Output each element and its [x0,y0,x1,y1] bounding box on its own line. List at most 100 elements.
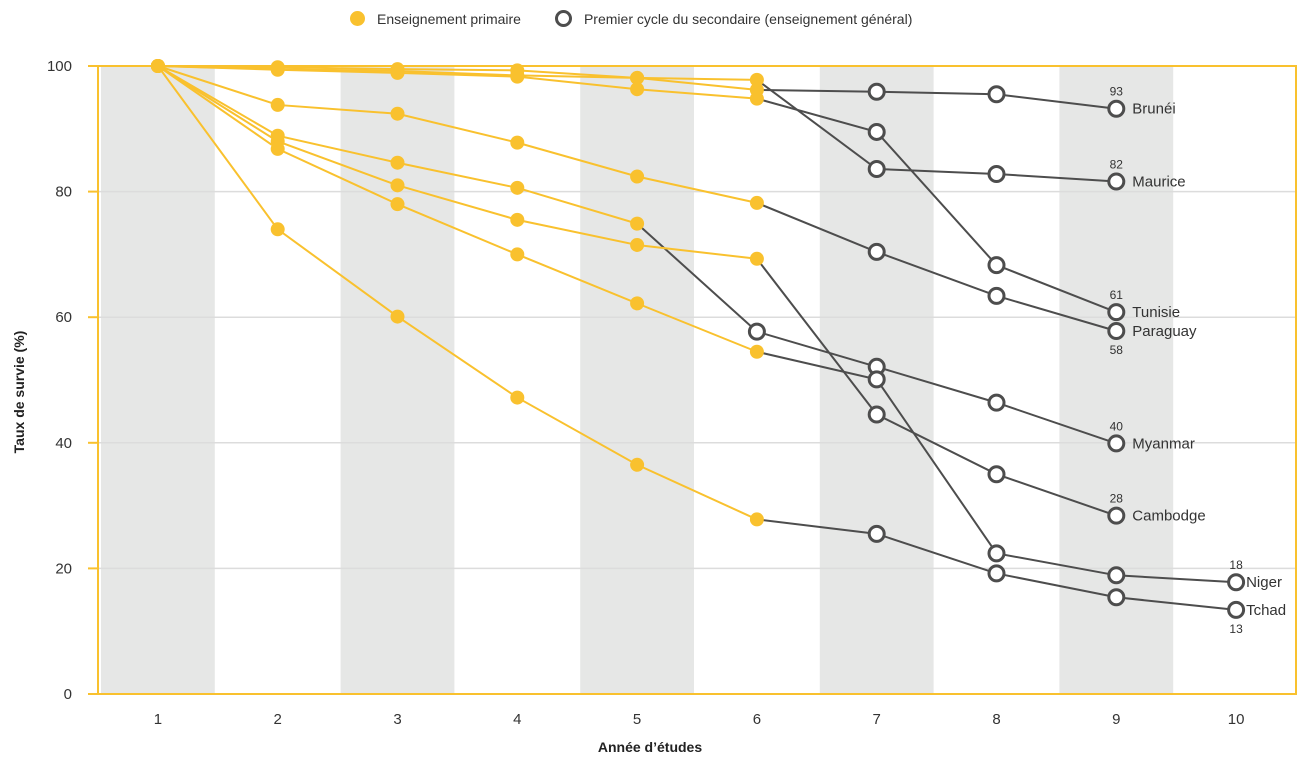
y-tick-label-80: 80 [55,184,72,201]
secondary-point-maurice-7 [867,159,886,178]
primary-point-tchad-3 [390,309,405,324]
secondary-point-niger-7 [867,370,886,389]
primary-point-maurice-6 [749,72,764,87]
primary-point-paraguay-2 [270,97,285,112]
x-tick-label-7: 7 [873,711,881,728]
x-axis-ticks: 1 2 3 4 5 6 7 8 9 10 [154,711,1245,728]
secondary-point-cambodge-7 [867,405,886,424]
end-label-name-cambodge: Cambodge [1132,508,1205,525]
primary-point-paraguay-3 [390,106,405,121]
primary-point-myanmar-5 [630,216,645,231]
secondary-line-brunei [756,88,1117,110]
x-tick-label-8: 8 [992,711,1000,728]
primary-point-tunisie-6 [749,91,764,106]
primary-line-paraguay [157,65,758,204]
y-tick-label-40: 40 [55,435,72,452]
primary-point-niger-2 [270,141,285,156]
primary-point-tunisie-2 [270,62,285,77]
secondary-point-niger-9 [1107,566,1126,585]
primary-point-paraguay-4 [510,135,525,150]
y-axis-ticks: 0 20 40 60 80 100 [47,58,98,703]
secondary-line-paraguay [756,201,1117,332]
end-label-value-maurice: 82 [1110,158,1124,172]
primary-line-cambodge [157,65,758,260]
secondary-point-tchad-8 [987,564,1006,583]
secondary-line-cambodge [756,258,1117,517]
secondary-point-tchad-9 [1107,588,1126,607]
x-tick-label-5: 5 [633,711,641,728]
end-label-name-myanmar: Myanmar [1132,435,1195,452]
secondary-point-brunei-8 [987,85,1006,104]
secondary-point-tchad-10 [1227,600,1246,619]
y-tick-label-100: 100 [47,58,72,75]
end-label-name-brunei: Brunéi [1132,101,1175,118]
end-labels: Brunéi 93 Maurice 82 Tunisie 61 Paraguay 58 Myan… [1110,85,1287,636]
primary-point-tunisie-4 [510,69,525,84]
primary-line-tchad [157,65,758,521]
end-label-value-tunisie: 61 [1110,288,1124,302]
shaded-year-bands [101,66,1174,694]
primary-point-niger-4 [510,247,525,262]
secondary-point-myanmar-9 [1107,434,1126,453]
x-tick-label-4: 4 [513,711,521,728]
end-label-value-myanmar: 40 [1110,419,1124,433]
primary-point-tchad-1 [150,59,165,73]
secondary-point-maurice-9 [1107,172,1126,191]
primary-point-tchad-6 [749,512,764,527]
plot-frame [97,65,1297,695]
secondary-point-niger-8 [987,544,1006,563]
end-label-name-tchad: Tchad [1246,602,1286,619]
secondary-point-paraguay-9 [1107,322,1126,341]
y-tick-label-0: 0 [64,686,72,703]
secondary-point-brunei-7 [867,82,886,101]
primary-point-cambodge-5 [630,237,645,252]
primary-point-niger-3 [390,197,405,212]
secondary-point-maurice-8 [987,165,1006,184]
primary-point-tunisie-3 [390,65,405,80]
legend-primary-label: Enseignement primaire [377,10,521,27]
legend-item-primary: Enseignement primaire [350,11,521,27]
secondary-point-brunei-9 [1107,99,1126,118]
primary-point-cambodge-6 [749,251,764,266]
end-label-value-niger: 18 [1229,558,1243,572]
y-tick-label-20: 20 [55,560,72,577]
x-tick-label-1: 1 [154,711,162,728]
x-tick-label-10: 10 [1228,711,1245,728]
secondary-point-paraguay-8 [987,286,1006,305]
secondary-point-myanmar-8 [987,393,1006,412]
shaded-band-year-5 [580,66,694,694]
secondary-point-tchad-7 [867,524,886,543]
secondary-point-cambodge-8 [987,465,1006,484]
primary-swatch-icon [350,11,365,26]
primary-point-niger-6 [749,344,764,359]
x-tick-label-6: 6 [753,711,761,728]
primary-point-myanmar-4 [510,180,525,195]
primary-point-niger-5 [630,296,645,311]
end-label-name-maurice: Maurice [1132,174,1185,191]
primary-point-maurice-5 [630,70,645,85]
primary-line-niger [157,65,758,353]
primary-line-maurice [157,65,757,81]
end-label-value-tchad: 13 [1229,622,1243,636]
secondary-point-tunisie-8 [987,256,1006,275]
end-label-name-niger: Niger [1246,574,1282,591]
shaded-band-year-1 [101,66,215,694]
end-label-name-paraguay: Paraguay [1132,323,1197,340]
primary-point-tchad-2 [270,222,285,237]
x-tick-label-2: 2 [274,711,282,728]
end-label-value-brunei: 93 [1110,85,1124,99]
x-tick-label-9: 9 [1112,711,1120,728]
primary-point-tunisie-5 [630,82,645,97]
primary-point-cambodge-4 [510,212,525,227]
x-tick-label-3: 3 [393,711,401,728]
series-points [150,59,1246,619]
primary-line-tunisie [157,65,757,100]
x-axis-title: Année d’études [597,739,703,755]
horizontal-gridlines [98,190,1296,570]
end-label-value-cambodge: 28 [1110,492,1124,506]
legend-secondary-label: Premier cycle du secondaire (enseignemen… [583,10,913,27]
y-axis-title: Taux de survie (%) [11,330,27,454]
secondary-point-myanmar-6 [747,322,766,341]
primary-point-tchad-5 [630,457,645,472]
